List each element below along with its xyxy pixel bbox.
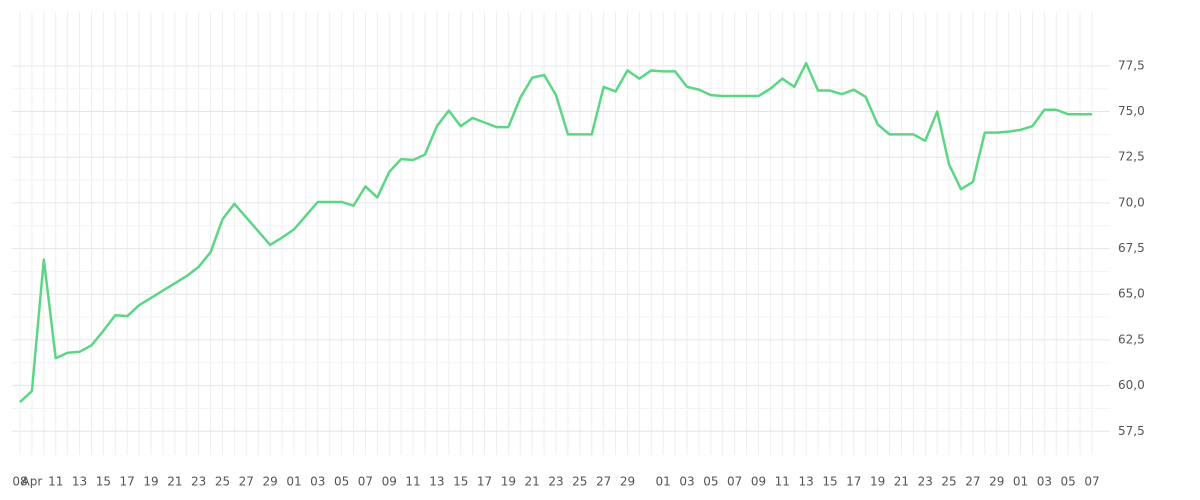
x-tick-label: 23 bbox=[191, 475, 206, 489]
x-tick-label: 17 bbox=[846, 475, 861, 489]
x-tick-label: 19 bbox=[143, 475, 158, 489]
x-tick-label: 17 bbox=[120, 475, 135, 489]
x-tick-label: 15 bbox=[96, 475, 111, 489]
x-tick-label: 03 bbox=[679, 475, 694, 489]
x-tick-label: 11 bbox=[48, 475, 63, 489]
x-tick-label: 11 bbox=[775, 475, 790, 489]
x-tick-label: 03 bbox=[1037, 475, 1052, 489]
x-tick-label: 01 bbox=[1013, 475, 1028, 489]
y-tick-label: 62,5 bbox=[1118, 332, 1145, 346]
x-tick-label: Apr bbox=[22, 475, 43, 489]
x-tick-label: 13 bbox=[429, 475, 444, 489]
x-tick-label: 19 bbox=[501, 475, 516, 489]
y-tick-label: 67,5 bbox=[1118, 241, 1145, 255]
x-tick-label: 15 bbox=[453, 475, 468, 489]
y-tick-label: 70,0 bbox=[1118, 195, 1145, 209]
x-tick-label: 25 bbox=[572, 475, 587, 489]
x-tick-label: 05 bbox=[1061, 475, 1076, 489]
x-tick-label: 03 bbox=[310, 475, 325, 489]
x-tick-label: 07 bbox=[727, 475, 742, 489]
x-tick-label: 29 bbox=[620, 475, 635, 489]
y-tick-label: 65,0 bbox=[1118, 287, 1145, 301]
x-tick-label: 27 bbox=[239, 475, 254, 489]
x-tick-label: 17 bbox=[477, 475, 492, 489]
x-tick-label: 05 bbox=[334, 475, 349, 489]
x-tick-label: 13 bbox=[72, 475, 87, 489]
line bbox=[19, 61, 1092, 403]
x-tick-label: 21 bbox=[167, 475, 182, 489]
x-tick-label: 07 bbox=[358, 475, 373, 489]
x-tick-label: 08 bbox=[12, 475, 27, 489]
x-tick-label: 23 bbox=[548, 475, 563, 489]
x-tick-label: 29 bbox=[989, 475, 1004, 489]
x-tick-label: 27 bbox=[596, 475, 611, 489]
x-tick-label: 05 bbox=[703, 475, 718, 489]
y-tick-label: 57,5 bbox=[1118, 424, 1145, 438]
y-tick-label: 60,0 bbox=[1118, 378, 1145, 392]
x-tick-label: 09 bbox=[382, 475, 397, 489]
x-tick-label: 15 bbox=[822, 475, 837, 489]
x-tick-label: 27 bbox=[965, 475, 980, 489]
x-tick-label: 21 bbox=[894, 475, 909, 489]
x-tick-label: 19 bbox=[870, 475, 885, 489]
x-tick-label: 21 bbox=[525, 475, 540, 489]
x-tick-label: 23 bbox=[918, 475, 933, 489]
x-tick-label: 07 bbox=[1084, 475, 1099, 489]
y-tick-label: 72,5 bbox=[1118, 150, 1145, 164]
x-tick-label: 01 bbox=[656, 475, 671, 489]
x-tick-label: 29 bbox=[262, 475, 277, 489]
x-tick-label: 25 bbox=[215, 475, 230, 489]
y-tick-label: 77,5 bbox=[1118, 58, 1145, 72]
x-tick-label: 09 bbox=[751, 475, 766, 489]
x-tick-label: 11 bbox=[405, 475, 420, 489]
x-tick-label: 13 bbox=[798, 475, 813, 489]
x-tick-label: 25 bbox=[941, 475, 956, 489]
x-tick-label: 01 bbox=[286, 475, 301, 489]
y-tick-label: 75,0 bbox=[1118, 104, 1145, 118]
